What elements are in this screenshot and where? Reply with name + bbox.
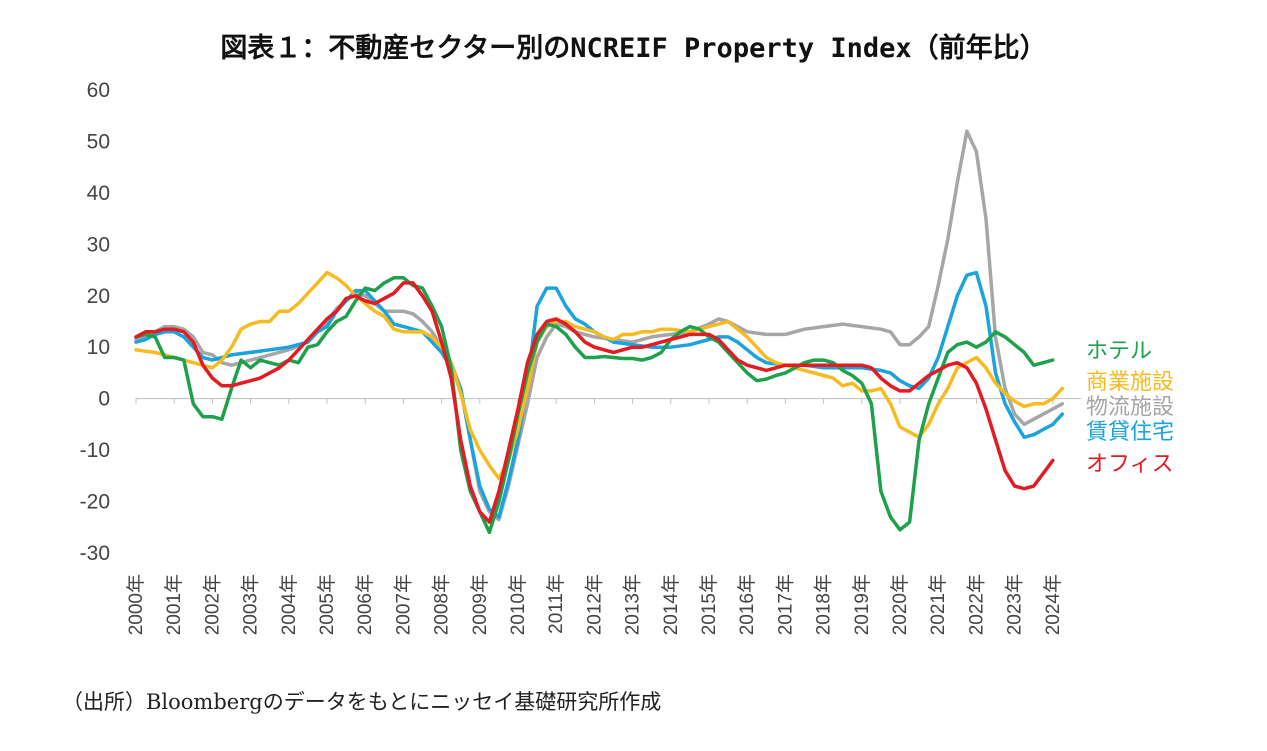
x-tick-label: 2020年 <box>889 574 911 635</box>
x-tick-label: 2021年 <box>927 574 949 635</box>
x-tick-label: 2022年 <box>965 574 987 635</box>
y-tick-label: 60 <box>87 79 110 102</box>
x-tick-label: 2013年 <box>622 574 644 635</box>
y-tick-label: -30 <box>80 542 110 565</box>
y-tick-label: 0 <box>98 388 110 411</box>
legend-label: 賃貸住宅 <box>1086 420 1174 445</box>
x-tick-label: 2011年 <box>545 574 567 634</box>
legend-label: ホテル <box>1086 339 1152 364</box>
x-tick-label: 2024年 <box>1042 574 1064 635</box>
x-tick-label: 2004年 <box>278 574 300 635</box>
chart-title: 図表１：不動産セクター別のNCREIF Property Index（前年比） <box>220 33 1047 64</box>
x-tick-label: 2023年 <box>1004 574 1026 635</box>
x-tick-label: 2000年 <box>125 574 147 635</box>
y-tick-label: 50 <box>87 130 110 153</box>
x-tick-label: 2006年 <box>354 574 376 635</box>
x-tick-label: 2001年 <box>163 574 185 635</box>
x-tick-label: 2017年 <box>774 574 796 635</box>
x-tick-label: 2007年 <box>392 574 414 635</box>
y-tick-label: 40 <box>87 182 110 205</box>
x-tick-label: 2012年 <box>583 574 605 635</box>
x-tick-label: 2015年 <box>698 574 720 635</box>
legend-label: オフィス <box>1086 452 1174 477</box>
x-tick-label: 2008年 <box>431 574 453 635</box>
legend-label: 商業施設 <box>1086 370 1174 395</box>
y-tick-label: 30 <box>87 233 110 256</box>
y-axis: 60 50 40 30 20 10 0 -10 -20 -30 <box>80 79 110 565</box>
legend-label: 物流施設 <box>1086 395 1174 420</box>
y-tick-label: 10 <box>87 336 110 359</box>
x-tick-label: 2003年 <box>240 574 262 635</box>
x-tick-label: 2018年 <box>813 574 835 635</box>
series-line-商業施設 <box>134 270 1065 481</box>
x-tick-label: 2014年 <box>660 574 682 635</box>
y-tick-label: 20 <box>87 285 110 308</box>
series-line-賃貸住宅 <box>134 270 1065 519</box>
source-note: （出所）Bloombergのデータをもとにニッセイ基礎研究所作成 <box>62 690 662 714</box>
series-line-物流施設 <box>134 129 1065 522</box>
x-tick-label: 2019年 <box>851 574 873 635</box>
x-tick-label: 2009年 <box>469 574 491 635</box>
x-axis: 2000年 2001年 2002年 2003年 2004年 2005年 2006年 2007年… <box>125 398 1082 635</box>
y-tick-label: -10 <box>80 439 110 462</box>
x-tick-label: 2005年 <box>316 574 338 635</box>
series-layer <box>134 129 1065 535</box>
series-line-オフィス <box>134 281 1055 524</box>
x-tick-label: 2002年 <box>201 574 223 635</box>
x-tick-label: 2016年 <box>736 574 758 635</box>
x-tick-label: 2010年 <box>507 574 529 635</box>
y-tick-label: -20 <box>80 491 110 514</box>
